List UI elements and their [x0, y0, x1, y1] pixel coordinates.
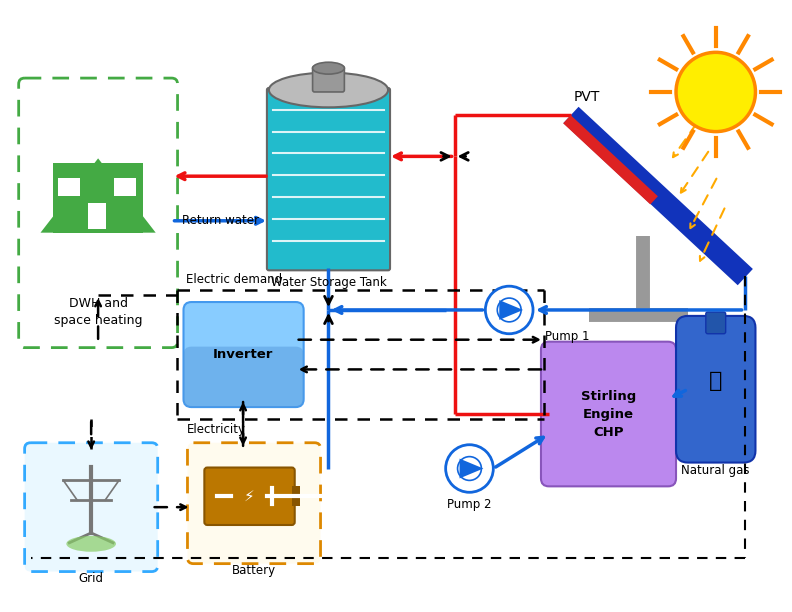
Text: Stirling
Engine
CHP: Stirling Engine CHP [581, 389, 636, 439]
FancyBboxPatch shape [676, 316, 756, 463]
Ellipse shape [269, 73, 388, 107]
Text: ⚡: ⚡ [244, 489, 254, 504]
FancyBboxPatch shape [19, 78, 177, 348]
FancyBboxPatch shape [313, 66, 345, 92]
Circle shape [676, 52, 756, 132]
Polygon shape [40, 159, 156, 233]
Polygon shape [459, 458, 483, 479]
Text: Water Storage Tank: Water Storage Tank [271, 276, 386, 289]
Text: Natural gas: Natural gas [681, 463, 750, 477]
Bar [291, 487, 299, 506]
FancyBboxPatch shape [184, 346, 303, 407]
Text: Electric demand: Electric demand [186, 273, 283, 286]
FancyBboxPatch shape [188, 442, 321, 564]
FancyBboxPatch shape [541, 341, 676, 487]
Text: DWH and
space heating: DWH and space heating [54, 297, 143, 327]
Text: Grid: Grid [78, 572, 104, 584]
Polygon shape [499, 300, 523, 320]
FancyBboxPatch shape [184, 302, 303, 407]
Text: 🔥: 🔥 [709, 371, 722, 391]
Text: PVT: PVT [573, 90, 600, 104]
Polygon shape [53, 163, 143, 233]
Text: Battery: Battery [232, 564, 276, 577]
Text: Return water: Return water [182, 214, 259, 227]
Bar [116, 183, 131, 223]
Text: Inverter: Inverter [213, 348, 273, 361]
Bar [59, 178, 80, 196]
Bar [114, 178, 136, 196]
Circle shape [446, 445, 493, 492]
FancyBboxPatch shape [25, 442, 158, 572]
Circle shape [485, 286, 533, 334]
FancyBboxPatch shape [706, 312, 725, 334]
Ellipse shape [313, 62, 345, 74]
Ellipse shape [67, 536, 116, 552]
FancyBboxPatch shape [267, 88, 390, 271]
Text: Electricity: Electricity [186, 423, 246, 436]
Text: Pump 2: Pump 2 [447, 498, 492, 511]
Text: Pump 1: Pump 1 [545, 330, 589, 343]
Bar [88, 203, 106, 229]
FancyBboxPatch shape [204, 468, 295, 525]
